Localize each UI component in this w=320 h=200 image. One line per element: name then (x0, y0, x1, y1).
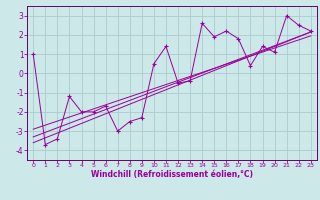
X-axis label: Windchill (Refroidissement éolien,°C): Windchill (Refroidissement éolien,°C) (91, 170, 253, 179)
